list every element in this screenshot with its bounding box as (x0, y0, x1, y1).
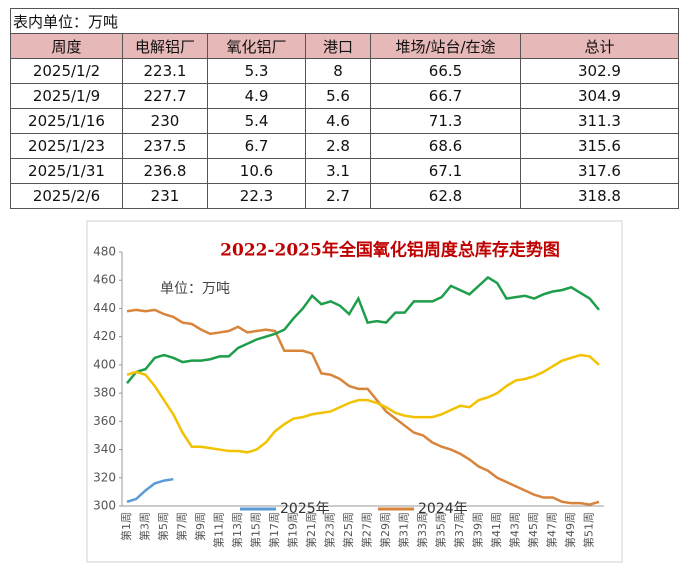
x-tick-label: 第33周 (415, 512, 429, 548)
table-title: 表内单位：万吨 (10, 8, 679, 34)
cell: 2025/2/6 (10, 183, 123, 209)
series-line (126, 308, 600, 506)
cell: 62.8 (370, 183, 521, 209)
x-tick-label: 第41周 (489, 512, 503, 548)
y-tick-label: 380 (93, 386, 116, 400)
cell: 318.8 (520, 183, 679, 209)
x-tick-label: 第49周 (563, 512, 577, 548)
cell: 237.5 (122, 133, 208, 159)
series-line (126, 477, 174, 503)
cell: 236.8 (122, 158, 208, 184)
x-tick-label: 第17周 (267, 512, 281, 548)
y-tick-label: 480 (93, 245, 116, 259)
cell: 304.9 (520, 83, 679, 109)
x-tick-label: 第51周 (582, 512, 596, 548)
cell: 2025/1/23 (10, 133, 123, 159)
cell: 2.7 (305, 183, 371, 209)
x-tick-label: 第31周 (397, 512, 411, 548)
series-line (126, 353, 600, 454)
cell: 堆场/站台/在途 (370, 33, 521, 59)
cell: 302.9 (520, 58, 679, 84)
cell: 周度 (10, 33, 123, 59)
cell: 3.1 (305, 158, 371, 184)
cell: 4.9 (207, 83, 306, 109)
x-tick-label: 第21周 (304, 512, 318, 548)
x-tick-label: 第11周 (212, 512, 226, 548)
x-tick-label: 第29周 (378, 512, 392, 548)
row: 2025/2/6 231 22.3 2.7 62.8 318.8 (10, 183, 679, 209)
y-tick-label: 360 (93, 414, 116, 428)
cell: 8 (305, 58, 371, 84)
x-tick-label: 第23周 (323, 512, 337, 548)
cell: 电解铝厂 (122, 33, 208, 59)
cell: 230 (122, 108, 208, 134)
chart-title: 2022-2025年全国氧化铝周度总库存走势图 (220, 240, 560, 261)
cell: 317.6 (520, 158, 679, 184)
cell: 2025/1/2 (10, 58, 123, 84)
cell: 2025/1/31 (10, 158, 123, 184)
x-tick-label: 第15周 (249, 512, 263, 548)
x-tick-label: 第1周 (119, 512, 133, 541)
x-tick-label: 第5周 (156, 512, 170, 541)
y-tick-label: 340 (93, 442, 116, 456)
cell: 71.3 (370, 108, 521, 134)
cell: 氧化铝厂 (207, 33, 306, 59)
x-tick-label: 第13周 (230, 512, 244, 548)
cell: 223.1 (122, 58, 208, 84)
x-tick-label: 第37周 (452, 512, 466, 548)
row: 2025/1/31 236.8 10.6 3.1 67.1 317.6 (10, 158, 679, 184)
x-tick-label: 第25周 (341, 512, 355, 548)
x-tick-label: 第3周 (138, 512, 152, 541)
cell: 6.7 (207, 133, 306, 159)
cell: 总计 (520, 33, 679, 59)
x-tick-label: 第45周 (526, 512, 540, 548)
cell: 231 (122, 183, 208, 209)
x-tick-label: 第35周 (434, 512, 448, 548)
legend-label: 2024年 (418, 501, 468, 517)
header-row: 周度 电解铝厂 氧化铝厂 港口 堆场/站台/在途 总计 (10, 33, 679, 59)
cell: 67.1 (370, 158, 521, 184)
cell: 港口 (305, 33, 371, 59)
x-tick-label: 第43周 (508, 512, 522, 548)
inventory-table: 表内单位：万吨 周度 电解铝厂 氧化铝厂 港口 堆场/站台/在途 总计 2025/1/2 2… (10, 8, 679, 209)
y-tick-label: 300 (93, 499, 116, 513)
cell: 5.3 (207, 58, 306, 84)
x-tick-label: 第9周 (193, 512, 207, 541)
x-tick-label: 第27周 (360, 512, 374, 548)
y-tick-label: 320 (93, 470, 116, 484)
x-tick-label: 第19周 (286, 512, 300, 548)
x-tick-label: 第47周 (545, 512, 559, 548)
legend-label: 2025年 (280, 501, 330, 517)
cell: 4.6 (305, 108, 371, 134)
chart-frame (86, 220, 623, 563)
series-line (126, 275, 600, 385)
y-tick-label: 400 (93, 357, 116, 371)
y-tick-label: 460 (93, 273, 116, 287)
unit-annotation: 单位：万吨 (160, 281, 230, 297)
x-tick-label: 第7周 (175, 512, 189, 541)
x-tick-label: 第39周 (471, 512, 485, 548)
cell: 227.7 (122, 83, 208, 109)
y-tick-label: 440 (93, 301, 116, 315)
y-tick-label: 420 (93, 329, 116, 343)
